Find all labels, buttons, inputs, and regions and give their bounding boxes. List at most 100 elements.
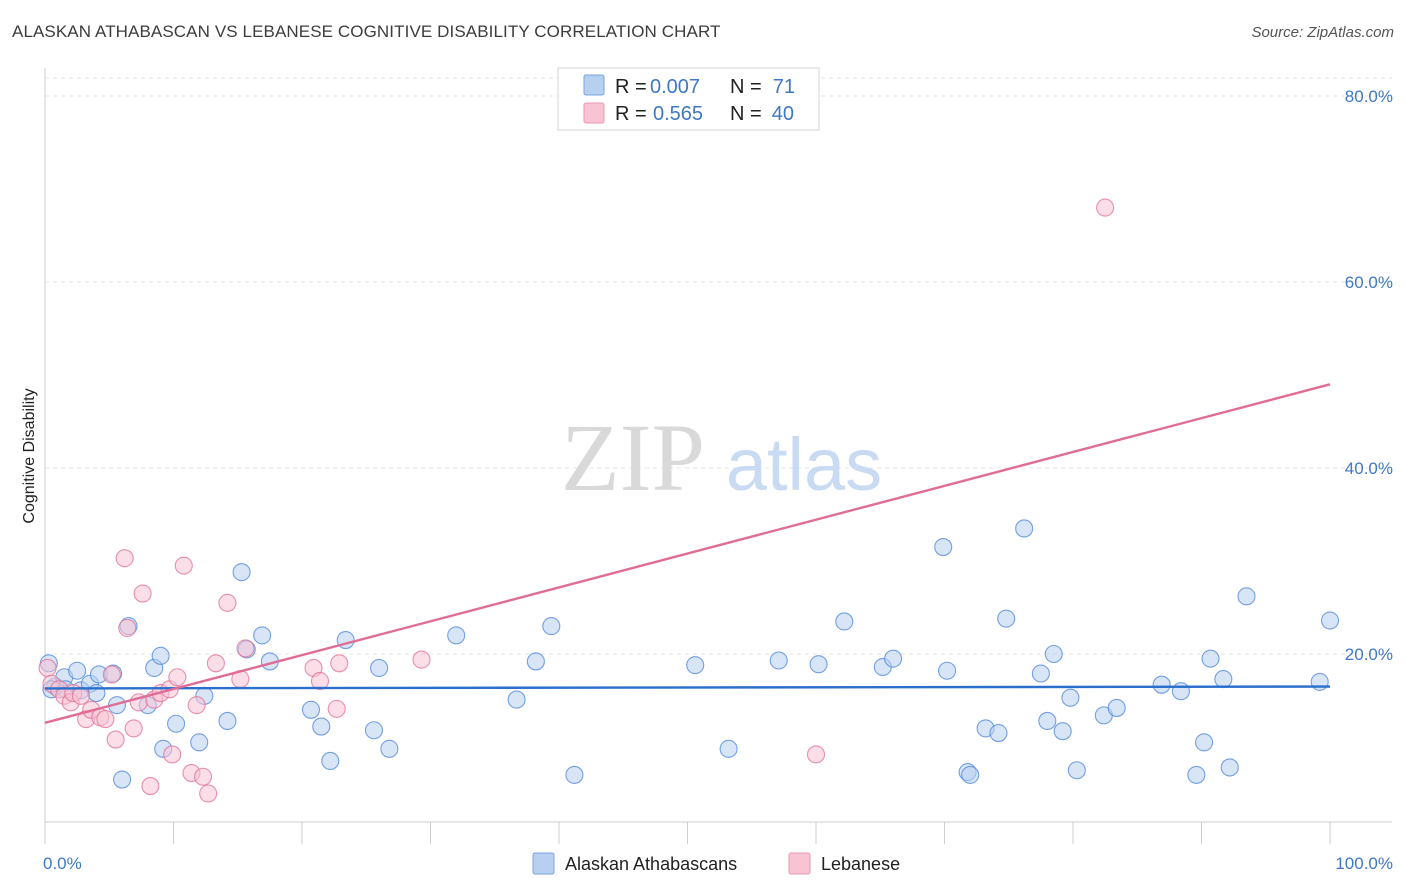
watermark-atlas: atlas	[726, 423, 882, 506]
data-point	[174, 556, 193, 575]
data-point	[686, 656, 705, 675]
data-point	[190, 733, 209, 752]
data-point	[1061, 688, 1080, 707]
data-point	[163, 745, 182, 764]
x-tick-label-min: 0.0%	[43, 854, 82, 873]
data-point	[115, 549, 134, 568]
data-point	[87, 684, 106, 703]
data-point	[1067, 761, 1086, 780]
data-point	[151, 646, 170, 665]
data-point	[719, 739, 738, 758]
data-point	[997, 609, 1016, 628]
data-point	[507, 690, 526, 709]
data-point	[769, 651, 788, 670]
data-point	[1038, 711, 1057, 731]
correlation-legend: R = 0.007 N = 71 R = 0.565 N = 40	[557, 67, 820, 131]
data-point	[412, 650, 431, 669]
data-point	[1195, 733, 1214, 752]
data-point	[989, 723, 1008, 743]
tick-labels: 20.0% 40.0% 60.0% 80.0% 0.0% 100.0%	[43, 87, 1393, 873]
y-tick-label: 80.0%	[1345, 87, 1393, 106]
legend-r-value-0: 0.007	[650, 76, 700, 98]
data-point	[141, 777, 160, 796]
series-lebanese-points	[38, 198, 1115, 803]
data-point	[809, 655, 828, 674]
trend-lines	[44, 383, 1331, 724]
data-point	[1320, 611, 1340, 630]
data-point	[96, 710, 115, 729]
data-point	[327, 699, 346, 718]
data-point	[380, 739, 399, 758]
trend-line-athabascan	[44, 685, 1331, 690]
data-point	[118, 618, 137, 638]
data-point	[884, 649, 903, 668]
chart-title: ALASKAN ATHABASCAN VS LEBANESE COGNITIVE…	[12, 22, 721, 41]
legend-n-label-0: N =	[730, 76, 762, 98]
data-point	[124, 719, 143, 738]
data-point	[961, 765, 980, 784]
trend-line-lebanese	[44, 383, 1331, 724]
y-axis-label: Cognitive Disability	[21, 388, 38, 523]
data-point	[1214, 670, 1233, 689]
legend-swatch-athabascan	[583, 74, 605, 96]
watermark-zip: ZIP	[561, 404, 705, 511]
axes	[44, 68, 1392, 844]
data-point	[312, 717, 331, 736]
data-point	[1187, 765, 1206, 784]
source-credit: Source: ZipAtlas.com	[1251, 24, 1394, 41]
series-legend-label-lebanese: Lebanese	[821, 854, 900, 874]
y-tick-label: 40.0%	[1345, 459, 1393, 478]
data-point	[218, 593, 237, 612]
data-point	[526, 652, 545, 671]
data-point	[1096, 198, 1115, 217]
data-point	[232, 563, 251, 582]
data-point	[565, 765, 584, 784]
data-point	[1310, 672, 1329, 691]
data-point	[167, 714, 186, 733]
data-point	[38, 658, 57, 678]
legend-r-label-1: R =	[615, 103, 647, 125]
data-point	[1031, 664, 1050, 683]
watermark: ZIP atlas	[561, 404, 882, 511]
data-point	[330, 654, 349, 673]
data-point	[938, 661, 957, 680]
x-tick-label-max: 100.0%	[1335, 854, 1393, 873]
data-point	[1152, 675, 1171, 694]
data-point	[1220, 758, 1239, 777]
data-point	[199, 784, 218, 803]
data-point	[102, 665, 121, 684]
data-point	[835, 612, 854, 631]
legend-swatch-lebanese	[583, 102, 605, 124]
data-point	[1171, 682, 1190, 701]
data-point	[1107, 698, 1126, 717]
data-point	[236, 639, 255, 658]
data-point	[187, 696, 206, 715]
data-point	[1044, 644, 1063, 664]
legend-r-label-0: R =	[615, 76, 647, 98]
data-point	[1201, 649, 1220, 668]
data-point	[447, 626, 466, 645]
series-legend-swatch-lebanese	[788, 852, 811, 875]
data-point	[206, 654, 225, 673]
y-tick-label: 60.0%	[1345, 273, 1393, 292]
legend-r-value-1: 0.565	[653, 103, 703, 125]
data-point	[68, 661, 87, 680]
data-point	[934, 537, 953, 557]
data-point	[133, 584, 152, 603]
legend-n-label-1: N =	[730, 103, 762, 125]
data-point	[806, 745, 826, 764]
data-point	[253, 626, 272, 645]
data-point	[1053, 722, 1072, 741]
legend-n-value-0: 71	[773, 76, 795, 98]
data-point	[542, 617, 561, 636]
series-legend-swatch-athabascan	[532, 852, 555, 875]
y-tick-label: 20.0%	[1345, 645, 1393, 664]
data-point	[370, 658, 389, 678]
data-point	[364, 721, 384, 740]
data-point	[71, 686, 91, 705]
legend-n-value-1: 40	[772, 103, 794, 125]
data-point	[321, 751, 340, 771]
data-point	[1237, 587, 1256, 606]
data-point	[194, 767, 213, 786]
